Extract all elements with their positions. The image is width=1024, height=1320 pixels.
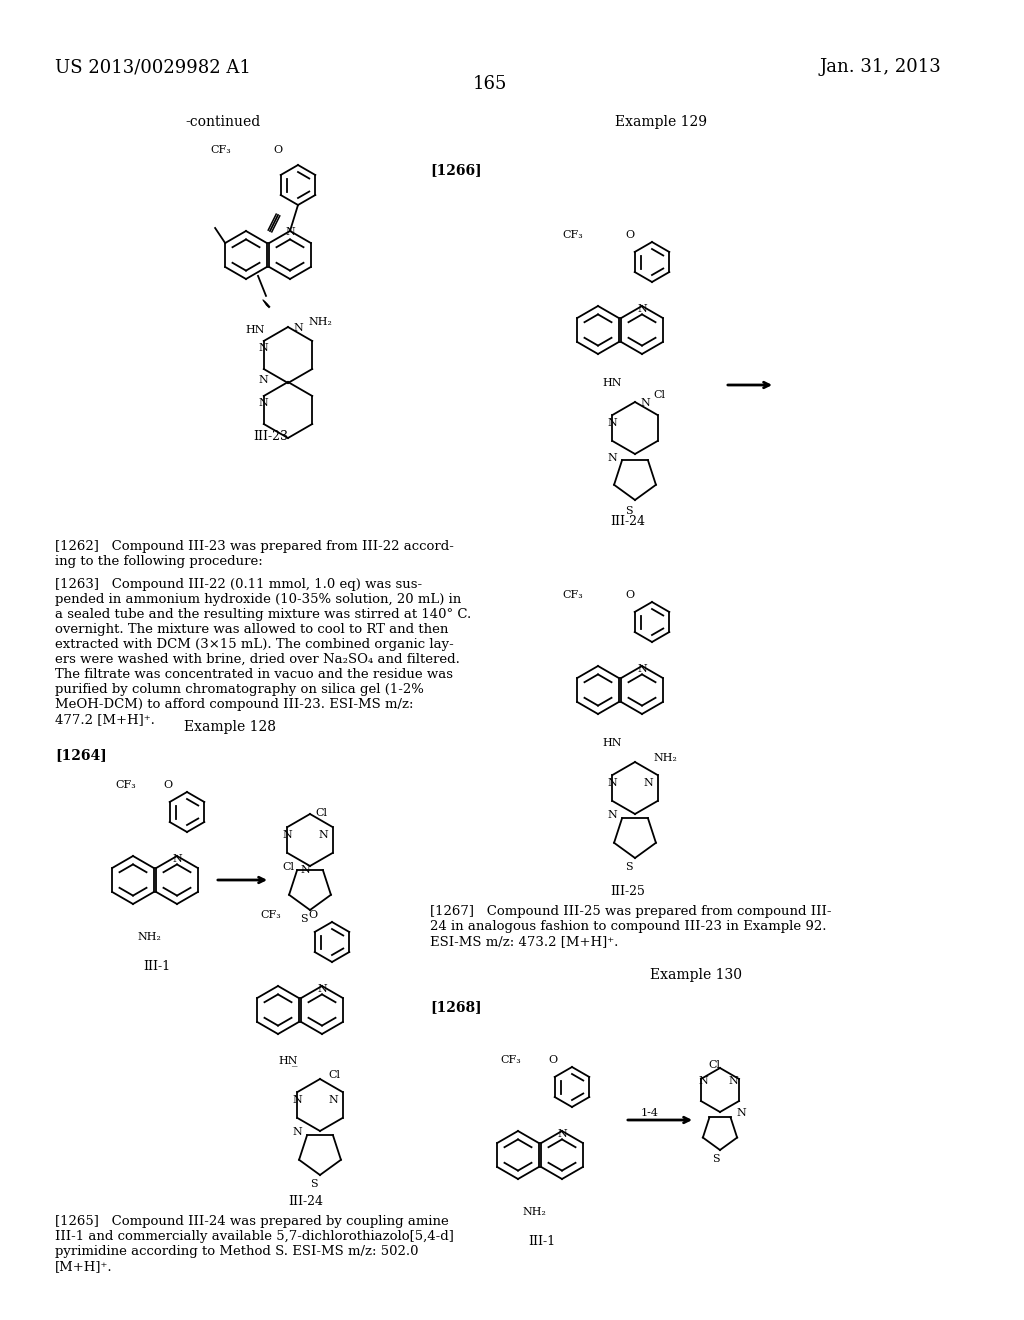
Text: US 2013/0029982 A1: US 2013/0029982 A1 [55,58,251,77]
Text: S: S [625,506,633,516]
Text: N: N [300,865,309,875]
Text: HN̲: HN̲ [278,1055,298,1065]
Text: N: N [258,399,267,408]
Text: [1266]: [1266] [430,162,481,177]
Text: [1264]: [1264] [55,748,106,762]
Text: III-24: III-24 [610,515,645,528]
Text: CF₃: CF₃ [210,145,230,154]
Text: N: N [640,399,650,408]
Text: HN: HN [602,738,622,748]
Text: S: S [300,913,307,924]
Text: HN: HN [602,378,622,388]
Text: O: O [625,230,634,240]
Text: Example 128: Example 128 [184,719,276,734]
Text: Example 129: Example 129 [615,115,707,129]
Text: N: N [292,1127,302,1137]
Text: Cl: Cl [282,862,294,873]
Text: N: N [637,304,647,314]
Text: S: S [310,1179,317,1189]
Text: N: N [258,375,267,385]
Text: N: N [607,810,616,820]
Text: N: N [172,854,182,865]
Text: [1263]   Compound III-22 (0.11 mmol, 1.0 eq) was sus-
pended in ammonium hydroxi: [1263] Compound III-22 (0.11 mmol, 1.0 e… [55,578,471,726]
Text: O: O [273,145,283,154]
Text: [1267]   Compound III-25 was prepared from compound III-
24 in analogous fashion: [1267] Compound III-25 was prepared from… [430,906,831,948]
Text: N: N [637,664,647,675]
Text: N: N [317,983,327,994]
Text: NH₂: NH₂ [137,932,161,942]
Text: N: N [258,343,267,352]
Text: CF₃: CF₃ [562,230,583,240]
Text: Example 130: Example 130 [650,968,742,982]
Text: NH₂: NH₂ [308,317,332,327]
Text: N: N [607,777,616,788]
Text: S: S [712,1154,720,1164]
Text: N: N [607,418,616,428]
Text: III-1: III-1 [143,960,170,973]
Text: N: N [282,830,292,840]
Text: N: N [318,830,328,840]
Text: Cl: Cl [708,1060,720,1071]
Text: N: N [643,777,652,788]
Text: O: O [163,780,172,789]
Text: N: N [293,323,303,333]
Text: -continued: -continued [185,115,260,129]
Text: [1265]   Compound III-24 was prepared by coupling amine
III-1 and commercially a: [1265] Compound III-24 was prepared by c… [55,1214,454,1272]
Text: O: O [625,590,634,601]
Text: S: S [625,862,633,873]
Text: O: O [308,909,317,920]
Text: HN: HN [245,325,264,335]
Text: [1262]   Compound III-23 was prepared from III-22 accord-
ing to the following p: [1262] Compound III-23 was prepared from… [55,540,454,568]
Text: III-25: III-25 [610,884,645,898]
Text: N: N [698,1076,708,1086]
Text: Cl: Cl [315,808,327,818]
Text: Cl: Cl [653,389,665,400]
Text: 1-4: 1-4 [641,1107,659,1118]
Text: [1268]: [1268] [430,1001,481,1014]
Text: CF₃: CF₃ [500,1055,521,1065]
Text: III-1: III-1 [528,1236,555,1247]
Text: 165: 165 [473,75,507,92]
Text: N: N [736,1107,745,1118]
Text: III-23: III-23 [253,430,288,444]
Text: CF₃: CF₃ [562,590,583,601]
Text: N: N [557,1129,567,1139]
Text: III-24: III-24 [288,1195,323,1208]
Text: N: N [328,1096,338,1105]
Text: Jan. 31, 2013: Jan. 31, 2013 [820,58,942,77]
Text: NH₂: NH₂ [653,752,677,763]
Text: O: O [548,1055,557,1065]
Text: N: N [728,1076,737,1086]
Text: NH₂: NH₂ [522,1206,546,1217]
Text: Cl: Cl [328,1071,340,1080]
Text: N: N [607,453,616,463]
Text: CF₃: CF₃ [115,780,136,789]
Text: N: N [292,1096,302,1105]
Text: N: N [285,227,295,238]
Text: CF₃: CF₃ [260,909,281,920]
